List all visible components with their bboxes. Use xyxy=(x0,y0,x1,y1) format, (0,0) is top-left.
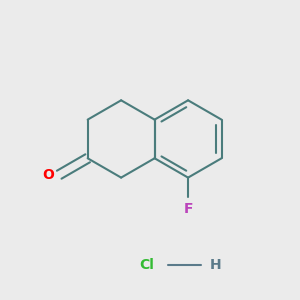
Text: O: O xyxy=(43,168,55,182)
Text: F: F xyxy=(183,202,193,216)
Text: Cl: Cl xyxy=(140,258,154,272)
Text: H: H xyxy=(210,258,221,272)
